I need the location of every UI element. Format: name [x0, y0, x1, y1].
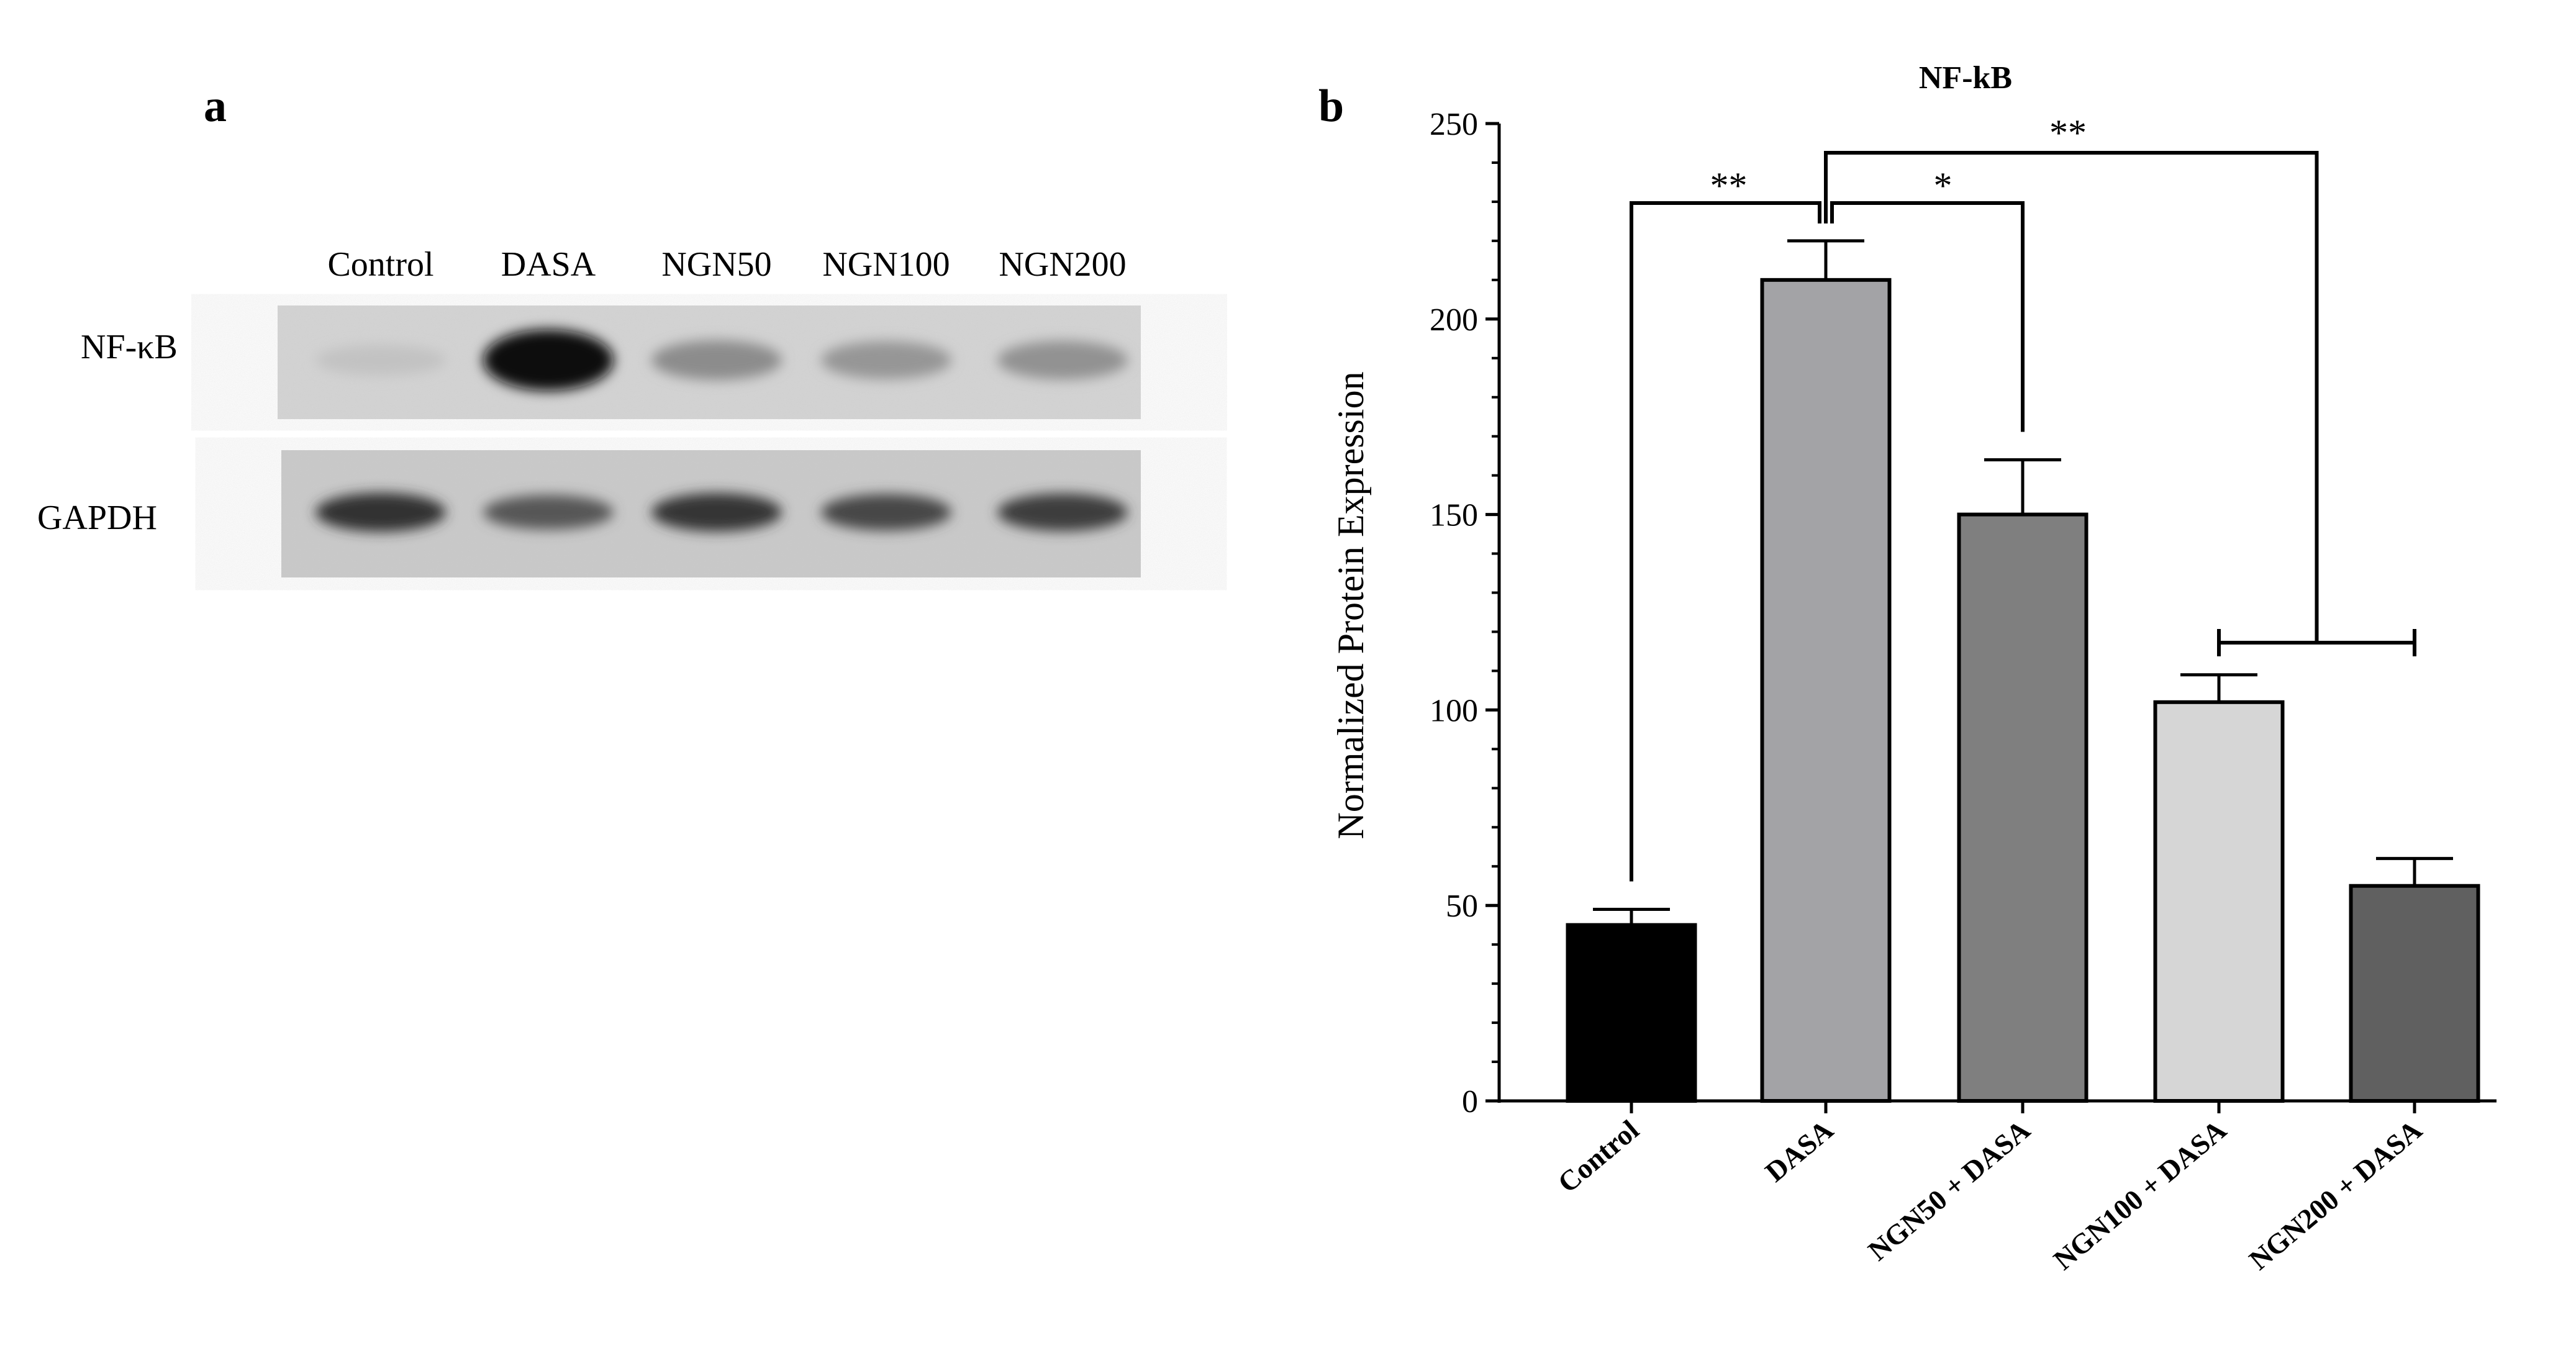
x-tick-label: DASA [1759, 1114, 1839, 1188]
x-tick-label: NGN200 + DASA [2243, 1114, 2428, 1276]
bars [1566, 278, 2480, 1103]
x-tick-label: NGN100 + DASA [2048, 1114, 2233, 1276]
significance-label: ** [2049, 112, 2087, 153]
blot-gapdh [281, 450, 1141, 577]
y-tick-label: 150 [1430, 498, 1478, 533]
blot-nfkb [278, 305, 1141, 419]
chart-title: NF-kB [1919, 60, 2012, 96]
y-tick-label: 100 [1430, 693, 1478, 728]
panel-letter-a: a [204, 81, 227, 132]
y-axis-title: Normalized Protein Expression [1330, 371, 1371, 839]
blot-band [821, 341, 951, 379]
bar [1760, 278, 1892, 1103]
lane-label: Control [327, 245, 433, 284]
x-tick-labels: Control DASA NGN50 + DASA NGN100 + DASA NGN2… [1552, 1101, 2428, 1276]
significance-bracket [1830, 201, 2025, 432]
bar [1957, 512, 2088, 1103]
bar [1566, 923, 1697, 1103]
panel-b: b NF-kB Normalized Protein Expression 0 5… [1318, 60, 2497, 1276]
y-tick-label: 50 [1446, 889, 1478, 924]
significance-label: ** [1710, 165, 1748, 206]
blot-band [821, 494, 951, 531]
lane-label: NGN100 [822, 245, 950, 284]
lane-labels: Control DASA NGN50 NGN100 NGN200 [327, 245, 1126, 284]
y-ticks: 0 50 100 150 200 250 [1430, 107, 1499, 1120]
blot-band [997, 340, 1128, 380]
significance-brackets: ** *** [1630, 112, 2416, 882]
blot-band [651, 340, 782, 380]
blot-band [315, 492, 446, 532]
lane-label: NGN50 [661, 245, 771, 284]
significance-label: * [1934, 165, 1952, 206]
bar [2153, 700, 2285, 1103]
error-bars [1593, 239, 2453, 925]
lane-label: DASA [501, 245, 596, 284]
significance-bracket [1824, 151, 2319, 643]
row-label-gapdh: GAPDH [37, 499, 157, 537]
blot-band [483, 329, 614, 391]
panel-a: a Control DASA NGN50 NGN100 NGN200 NF-κB GAP… [37, 81, 1141, 577]
significance-bracket [1630, 201, 1821, 882]
y-tick-label: 0 [1462, 1084, 1478, 1120]
lane-label: NGN200 [999, 245, 1126, 284]
blot-band [315, 345, 446, 376]
panel-letter-b: b [1318, 81, 1344, 132]
blot-band [651, 493, 782, 532]
x-tick-label: NGN50 + DASA [1862, 1114, 2036, 1267]
y-tick-label: 250 [1430, 107, 1478, 142]
bands-gapdh [315, 492, 1128, 532]
x-tick-label: Control [1552, 1114, 1645, 1199]
row-label-nfkb: NF-κB [81, 328, 178, 366]
blot-band [483, 495, 614, 530]
blot-band [997, 493, 1128, 532]
y-tick-label: 200 [1430, 302, 1478, 338]
bar [2349, 884, 2480, 1103]
bands-nfkb [315, 329, 1128, 391]
